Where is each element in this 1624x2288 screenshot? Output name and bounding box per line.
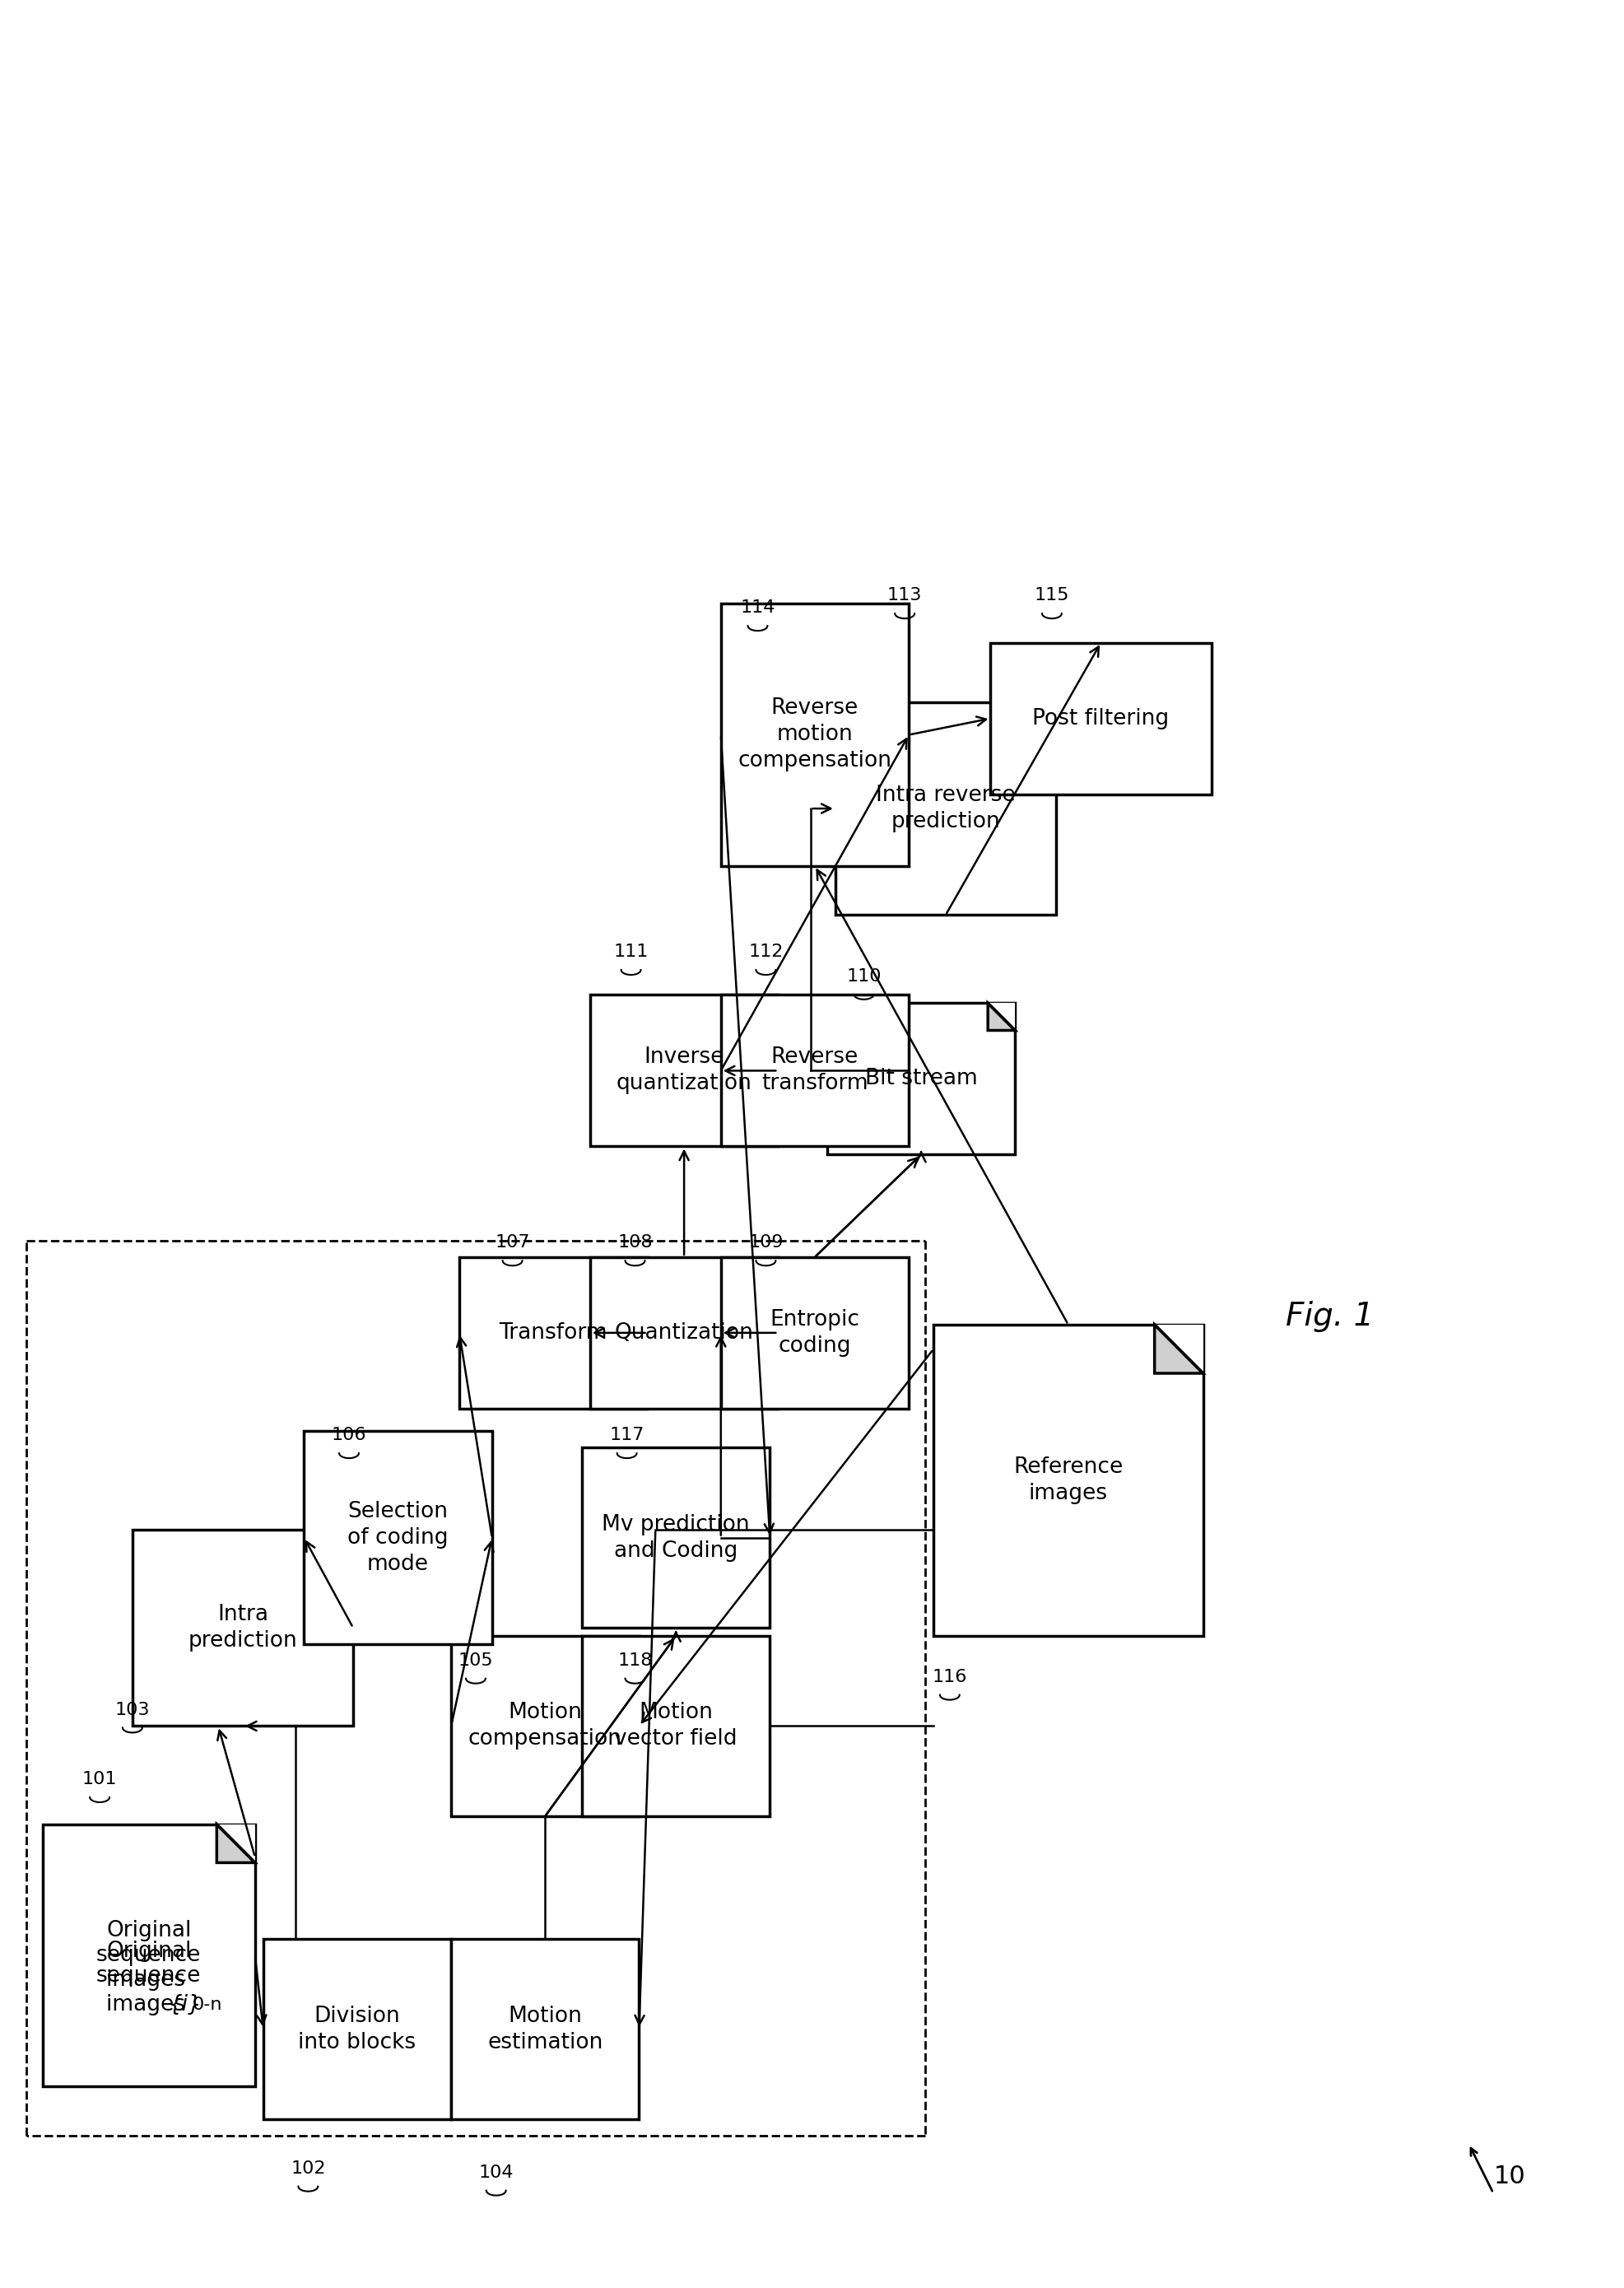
FancyBboxPatch shape [451, 1938, 640, 2119]
Text: Motion
vector field: Motion vector field [614, 1702, 737, 1750]
Text: 101: 101 [83, 1771, 117, 1787]
FancyBboxPatch shape [721, 604, 909, 865]
Text: Intra reverse
prediction: Intra reverse prediction [875, 785, 1015, 833]
Text: 110: 110 [846, 968, 882, 984]
FancyBboxPatch shape [590, 995, 778, 1146]
Text: 10: 10 [1494, 2164, 1525, 2190]
Polygon shape [216, 1824, 255, 1862]
Text: Inverse
quantization: Inverse quantization [615, 1048, 752, 1094]
Polygon shape [987, 1002, 1015, 1030]
Text: 112: 112 [749, 943, 783, 961]
FancyBboxPatch shape [827, 1002, 1015, 1155]
Text: Selection
of coding
mode: Selection of coding mode [348, 1501, 448, 1574]
Text: Post filtering: Post filtering [1033, 707, 1169, 730]
Text: Motion
compensation: Motion compensation [468, 1702, 622, 1750]
Text: Division
into blocks: Division into blocks [299, 2004, 416, 2052]
Text: Intra
prediction: Intra prediction [188, 1604, 297, 1652]
Text: 107: 107 [495, 1236, 529, 1252]
Polygon shape [216, 1824, 255, 1862]
Text: images: images [106, 1993, 192, 2016]
FancyBboxPatch shape [133, 1528, 352, 1725]
Text: 105: 105 [458, 1652, 494, 1668]
Text: 111: 111 [614, 943, 648, 961]
Polygon shape [1155, 1325, 1203, 1373]
Text: Bit stream: Bit stream [866, 1068, 978, 1089]
Polygon shape [987, 1002, 1015, 1030]
FancyBboxPatch shape [581, 1636, 770, 1817]
Text: Reference
images: Reference images [1013, 1457, 1124, 1503]
Text: Motion
estimation: Motion estimation [487, 2004, 603, 2052]
Text: Mv prediction
and Coding: Mv prediction and Coding [603, 1515, 750, 1560]
Text: 113: 113 [887, 588, 922, 604]
Polygon shape [1155, 1325, 1203, 1373]
Text: 109: 109 [749, 1236, 783, 1252]
Text: 118: 118 [617, 1652, 653, 1668]
Text: 103: 103 [115, 1702, 149, 1718]
FancyBboxPatch shape [451, 1636, 640, 1817]
FancyBboxPatch shape [721, 1256, 909, 1409]
Text: Original
sequence
images: Original sequence images [96, 1920, 201, 1991]
FancyBboxPatch shape [581, 1448, 770, 1627]
Text: Quantization: Quantization [614, 1322, 754, 1343]
Text: 114: 114 [741, 599, 775, 615]
Text: 116: 116 [932, 1668, 968, 1686]
Text: 115: 115 [1034, 588, 1069, 604]
Text: 104: 104 [479, 2164, 513, 2180]
Text: 106: 106 [331, 1428, 367, 1444]
FancyBboxPatch shape [42, 1824, 255, 2087]
Text: 108: 108 [617, 1236, 653, 1252]
Text: 117: 117 [609, 1428, 645, 1444]
Text: Reverse
transform: Reverse transform [762, 1048, 869, 1094]
FancyBboxPatch shape [991, 643, 1212, 794]
FancyBboxPatch shape [934, 1325, 1203, 1636]
Text: Entropic
coding: Entropic coding [770, 1309, 859, 1357]
Text: Reverse
motion
compensation: Reverse motion compensation [737, 698, 892, 771]
FancyBboxPatch shape [460, 1256, 648, 1409]
Text: 0-n: 0-n [193, 1997, 222, 2013]
FancyBboxPatch shape [835, 702, 1056, 915]
FancyBboxPatch shape [263, 1938, 451, 2119]
Text: Transform: Transform [499, 1322, 607, 1343]
Text: Original
sequence: Original sequence [96, 1940, 201, 1986]
Text: 102: 102 [291, 2160, 326, 2176]
FancyBboxPatch shape [304, 1430, 492, 1645]
Text: {i}: {i} [169, 1993, 203, 2016]
FancyBboxPatch shape [590, 1256, 778, 1409]
FancyBboxPatch shape [721, 995, 909, 1146]
Text: Fig. 1: Fig. 1 [1286, 1302, 1374, 1332]
